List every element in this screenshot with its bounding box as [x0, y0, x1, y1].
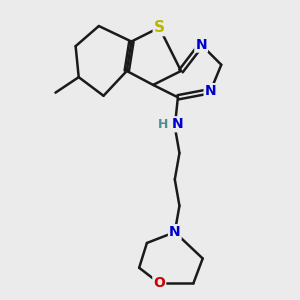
Text: S: S: [154, 20, 165, 35]
Text: N: N: [172, 117, 184, 131]
Text: H: H: [158, 118, 168, 131]
Text: O: O: [153, 276, 165, 290]
Text: N: N: [169, 225, 181, 239]
Text: N: N: [195, 38, 207, 52]
Text: N: N: [205, 84, 216, 98]
